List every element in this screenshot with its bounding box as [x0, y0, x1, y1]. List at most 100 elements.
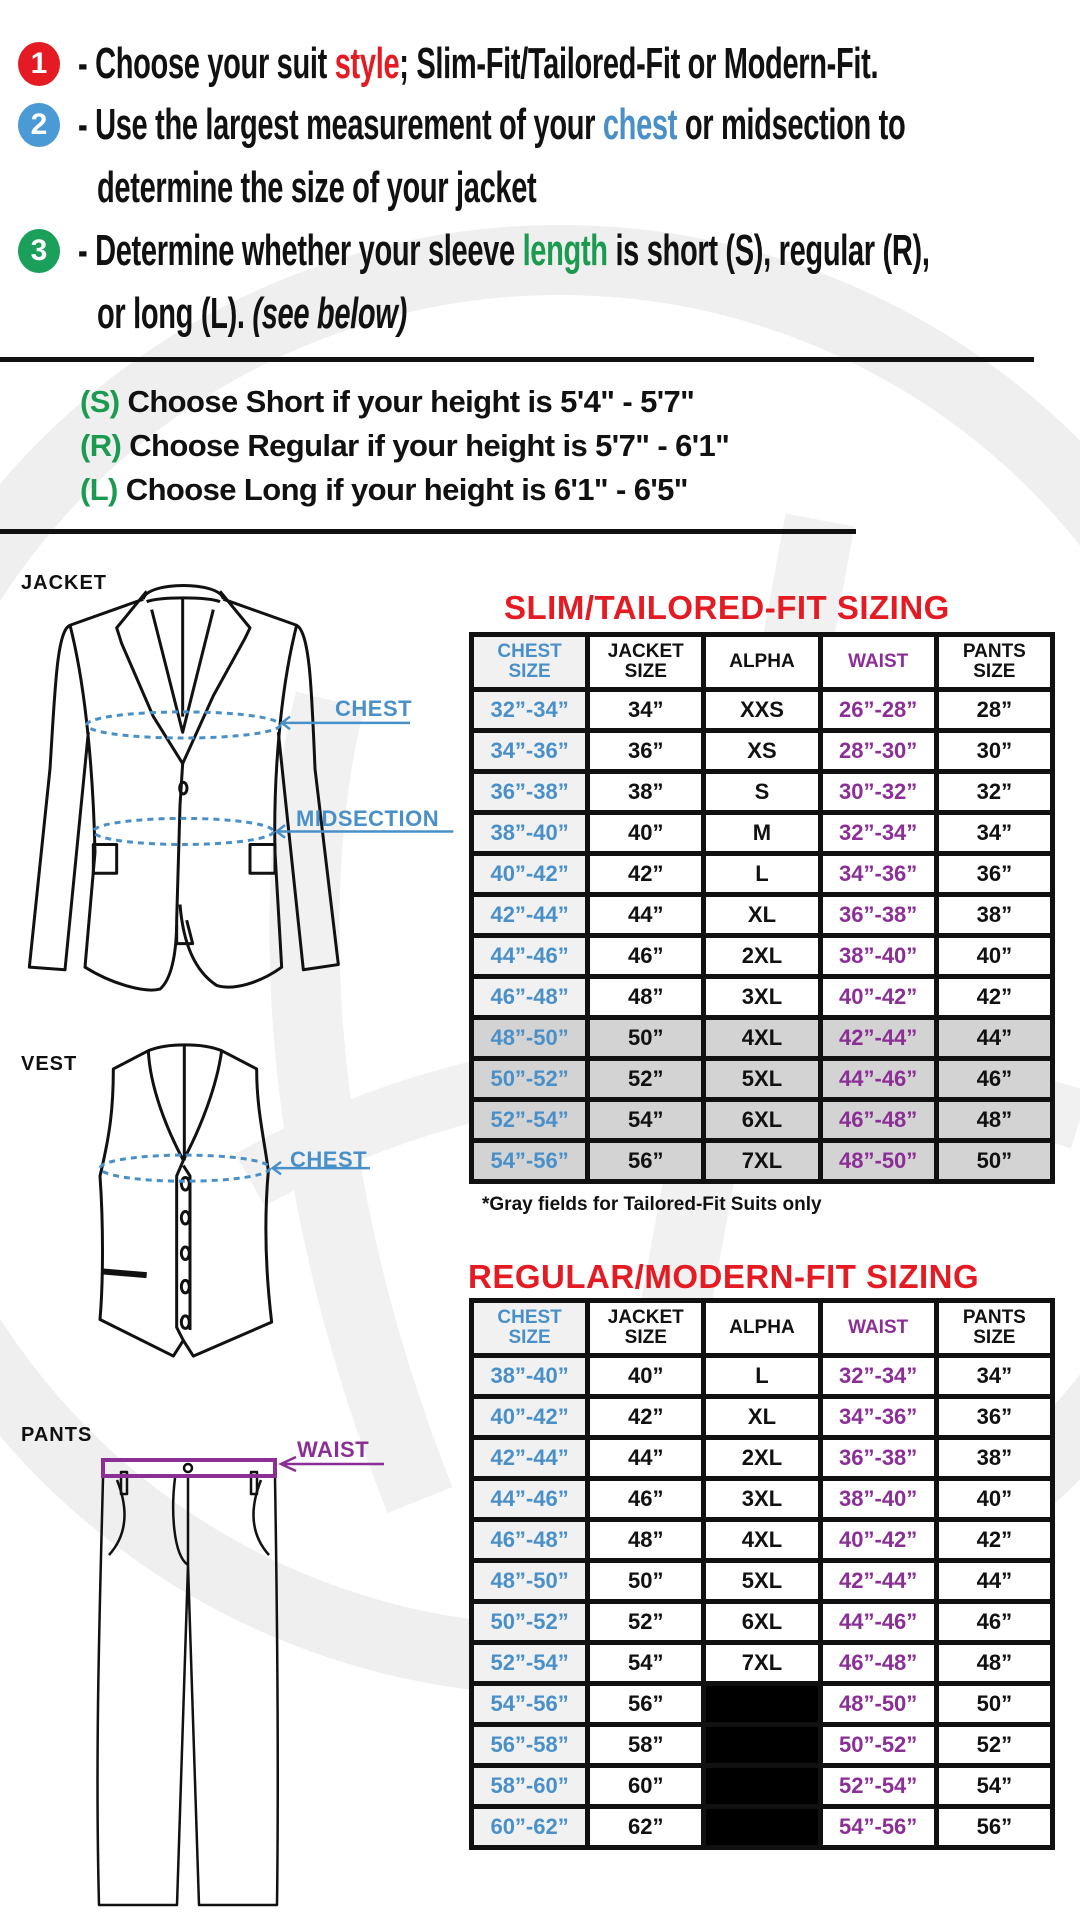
table-cell: 52”-54” — [474, 1102, 586, 1138]
table-row: 46”-48” 48” 4XL 40”-42” 42” — [474, 1522, 1050, 1558]
table-cell: 42” — [938, 1522, 1050, 1558]
length-regular: (R) Choose Regular if your height is 5'7… — [80, 426, 730, 466]
table-cell: 3XL — [706, 1481, 818, 1517]
column-header: WAIST — [822, 1303, 934, 1353]
step-1-highlight: style — [334, 39, 400, 88]
step-3-text: - Determine whether your sleeve length i… — [78, 226, 930, 276]
chest-arrow-icon — [282, 717, 410, 730]
column-header: CHEST SIZE — [474, 1303, 586, 1353]
table-cell: 48” — [590, 979, 702, 1015]
table-row: 42”-44” 44” XL 36”-38” 38” — [474, 897, 1050, 933]
regular-fit-size-table: CHEST SIZE JACKET SIZE ALPHA WAIST PANTS SIZE 38… — [469, 1298, 1055, 1850]
table-cell: 48”-50” — [822, 1143, 934, 1179]
table-cell: 38”-40” — [822, 938, 934, 974]
length-long: (L) Choose Long if your height is 6'1" -… — [80, 470, 689, 510]
table-row: 48”-50” 50” 4XL 42”-44” 44” — [474, 1020, 1050, 1056]
table-row: 40”-42” 42” XL 34”-36” 36” — [474, 1399, 1050, 1435]
table-row: 44”-46” 46” 2XL 38”-40” 40” — [474, 938, 1050, 974]
table-row: 56”-58” 58” 50”-52” 52” — [474, 1727, 1050, 1763]
table-cell: 46”-48” — [822, 1645, 934, 1681]
table-cell: 48”-50” — [822, 1686, 934, 1722]
length-short: (S) Choose Short if your height is 5'4" … — [80, 382, 695, 422]
table-cell: 52” — [590, 1061, 702, 1097]
table-cell: 36”-38” — [822, 897, 934, 933]
table-cell: 56” — [590, 1143, 702, 1179]
step-2-text: - Use the largest measurement of your ch… — [78, 100, 906, 150]
table-cell: 6XL — [706, 1102, 818, 1138]
table-cell: 58”-60” — [474, 1768, 586, 1804]
table-cell: 48”-50” — [474, 1563, 586, 1599]
table-cell: 32”-34” — [822, 815, 934, 851]
step-1-pre: - Choose your suit — [78, 39, 335, 88]
table-row: 58”-60” 60” 52”-54” 54” — [474, 1768, 1050, 1804]
table-cell: 54” — [590, 1645, 702, 1681]
table-cell: 36”-38” — [474, 774, 586, 810]
table-row: 60”-62” 62” 54”-56” 56” — [474, 1809, 1050, 1845]
table-cell: 50”-52” — [474, 1604, 586, 1640]
gray-fields-note: *Gray fields for Tailored-Fit Suits only — [482, 1194, 822, 1215]
table-cell: 48” — [938, 1102, 1050, 1138]
table-cell: 42”-44” — [822, 1563, 934, 1599]
table-cell: 40”-42” — [474, 1399, 586, 1435]
step-2-badge: 2 — [18, 103, 60, 147]
table-cell: 4XL — [706, 1522, 818, 1558]
table-row: 34”-36” 36” XS 28”-30” 30” — [474, 733, 1050, 769]
table-row: 50”-52” 52” 6XL 44”-46” 46” — [474, 1604, 1050, 1640]
table-cell: 38”-40” — [474, 1358, 586, 1394]
table-row: 38”-40” 40” L 32”-34” 34” — [474, 1358, 1050, 1394]
header-text: SIZE — [624, 661, 667, 682]
table-cell: 50”-52” — [474, 1061, 586, 1097]
column-header: PANTS SIZE — [938, 637, 1050, 687]
table-row: 32”-34” 34” XXS 26”-28” 28” — [474, 692, 1050, 728]
table-cell: 38”-40” — [474, 815, 586, 851]
table-cell: L — [706, 856, 818, 892]
table-cell: M — [706, 815, 818, 851]
table-cell: 2XL — [706, 1440, 818, 1476]
table-cell: 52”-54” — [474, 1645, 586, 1681]
table-cell: 54” — [590, 1102, 702, 1138]
header-text: CHEST — [497, 641, 562, 662]
table-cell: 7XL — [706, 1645, 818, 1681]
table-row: 40”-42” 42” L 34”-36” 36” — [474, 856, 1050, 892]
table-cell: 40”-42” — [474, 856, 586, 892]
table-cell: XL — [706, 897, 818, 933]
table-cell: 38” — [938, 897, 1050, 933]
table-cell: L — [706, 1358, 818, 1394]
table-cell: 42”-44” — [474, 1440, 586, 1476]
table-cell: 3XL — [706, 979, 818, 1015]
table-cell: 40”-42” — [822, 979, 934, 1015]
table-cell: 46” — [938, 1061, 1050, 1097]
table-cell: 52”-54” — [822, 1768, 934, 1804]
header-text: SIZE — [624, 1327, 667, 1348]
column-header: ALPHA — [706, 637, 818, 687]
table-cell: 46” — [938, 1604, 1050, 1640]
table-cell: 58” — [590, 1727, 702, 1763]
table-row: 36”-38” 38” S 30”-32” 32” — [474, 774, 1050, 810]
table-row: 52”-54” 54” 7XL 46”-48” 48” — [474, 1645, 1050, 1681]
vest-chest-label: CHEST — [290, 1147, 368, 1172]
table-cell: 32”-34” — [822, 1358, 934, 1394]
slim-table-title: SLIM/TAILORED-FIT SIZING — [504, 589, 950, 626]
step-1-post: ; Slim-Fit/Tailored-Fit or Modern-Fit. — [399, 39, 879, 88]
header-text: CHEST — [497, 1307, 562, 1328]
table-cell: 60”-62” — [474, 1809, 586, 1845]
vest-chest-measure — [100, 1155, 270, 1181]
table-cell: 46”-48” — [822, 1102, 934, 1138]
jacket-label: JACKET — [21, 572, 108, 594]
step-3-pre: - Determine whether your sleeve — [78, 226, 523, 275]
table-cell: 46” — [590, 938, 702, 974]
table-cell: 56” — [590, 1686, 702, 1722]
table-cell: 34”-36” — [822, 856, 934, 892]
table-cell: 44” — [938, 1020, 1050, 1056]
table-cell: 40”-42” — [822, 1522, 934, 1558]
table-cell: 42”-44” — [474, 897, 586, 933]
table-cell: 46”-48” — [474, 1522, 586, 1558]
table-row: 54”-56” 56” 7XL 48”-50” 50” — [474, 1143, 1050, 1179]
table-cell: 34”-36” — [822, 1399, 934, 1435]
table-cell: 32” — [938, 774, 1050, 810]
jacket-midsection-label: MIDSECTION — [296, 806, 440, 831]
header-row: CHEST SIZE JACKET SIZE ALPHA WAIST PANTS SIZE — [474, 637, 1050, 687]
step-1-badge: 1 — [18, 42, 60, 86]
table-cell: 32”-34” — [474, 692, 586, 728]
table-cell: 44”-46” — [474, 938, 586, 974]
